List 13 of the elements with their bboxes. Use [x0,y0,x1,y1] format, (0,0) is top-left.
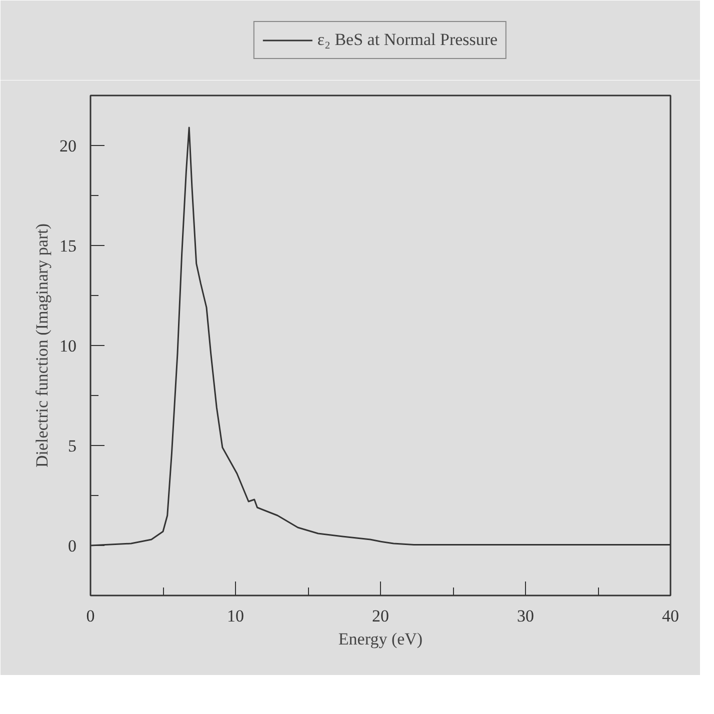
x-tick-label: 0 [86,606,95,626]
y-tick-label: 10 [60,336,76,356]
x-tick-label: 40 [662,606,679,626]
x-tick-label: 20 [372,606,389,626]
y-tick-label: 20 [60,136,76,156]
y-tick-label: 5 [68,436,76,456]
x-tick-label: 10 [227,606,244,626]
x-axis-title: Energy (eV) [338,630,423,648]
y-tick-label: 0 [68,536,76,556]
y-axis-title: Dielectric function (Imaginary part) [32,223,52,468]
x-tick-label: 30 [517,606,534,626]
y-tick-label: 15 [60,236,76,256]
legend-label: ε₂ BeS at Normal Pressure [317,30,498,50]
